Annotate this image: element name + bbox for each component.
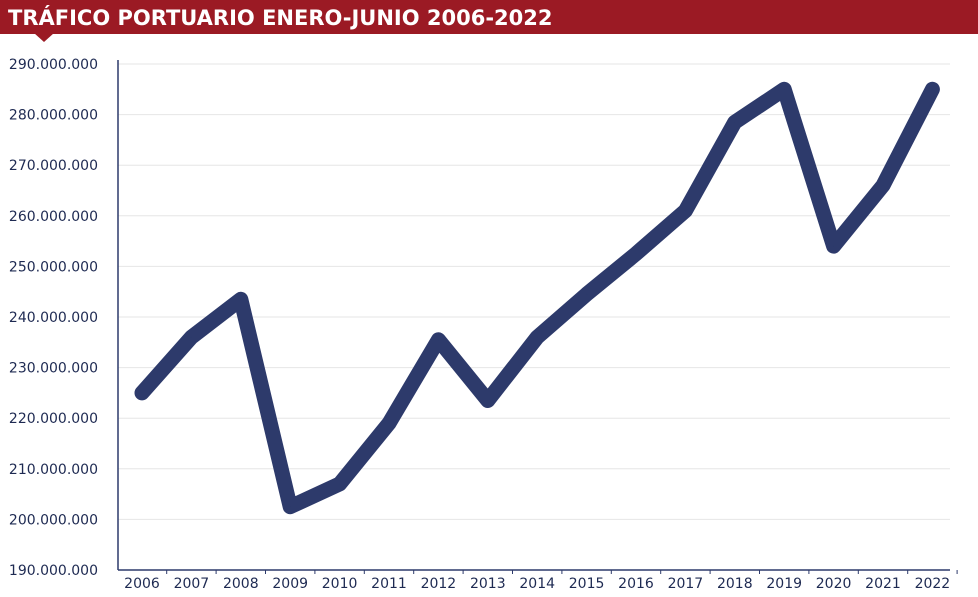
x-tick-label: 2012 [421, 576, 457, 592]
x-tick-label: 2015 [569, 576, 605, 592]
data-point [882, 184, 884, 186]
y-tick-label: 250.000.000 [9, 259, 98, 275]
y-tick-label: 220.000.000 [9, 411, 98, 427]
y-tick-label: 280.000.000 [9, 108, 98, 124]
data-point [388, 422, 390, 424]
series-group [134, 81, 940, 515]
data-point [734, 121, 736, 123]
x-tick-label: 2022 [915, 576, 951, 592]
series-line [134, 81, 940, 515]
x-tick-label: 2019 [766, 576, 802, 592]
chart-header: TRÁFICO PORTUARIO ENERO-JUNIO 2006-2022 [0, 0, 978, 42]
y-tick-label: 210.000.000 [9, 462, 98, 478]
header-bar [0, 0, 978, 34]
data-point [289, 506, 291, 508]
x-tick-label: 2013 [470, 576, 506, 592]
y-tick-label: 240.000.000 [9, 310, 98, 326]
x-tick-label: 2009 [272, 576, 308, 592]
chart-title: TRÁFICO PORTUARIO ENERO-JUNIO 2006-2022 [8, 6, 553, 30]
data-point [586, 293, 588, 295]
x-tick-label: 2007 [174, 576, 210, 592]
axes [117, 60, 950, 571]
x-tick-label: 2008 [223, 576, 259, 592]
grid-lines [118, 63, 950, 520]
data-point [141, 392, 143, 394]
data-point [437, 339, 439, 341]
x-tick-label: 2010 [322, 576, 358, 592]
data-point [536, 336, 538, 338]
data-point [339, 483, 341, 485]
data-point [240, 298, 242, 300]
data-point [684, 210, 686, 212]
data-point [783, 88, 785, 90]
y-tick-label: 230.000.000 [9, 361, 98, 377]
x-tick-label: 2018 [717, 576, 753, 592]
data-point [635, 253, 637, 255]
y-tick-label: 290.000.000 [9, 57, 98, 73]
y-tick-label: 200.000.000 [9, 512, 98, 528]
data-point [833, 245, 835, 247]
x-tick-label: 2017 [668, 576, 704, 592]
x-tick-label: 2014 [519, 576, 555, 592]
data-point [190, 336, 192, 338]
y-axis-ticks: 190.000.000 200.000.000 210.000.000 220.000… [9, 57, 98, 579]
x-tick-label: 2016 [618, 576, 654, 592]
x-tick-label: 2021 [865, 576, 901, 592]
x-tick-label: 2020 [816, 576, 852, 592]
x-tick-label: 2006 [124, 576, 160, 592]
y-tick-label: 270.000.000 [9, 158, 98, 174]
y-tick-label: 260.000.000 [9, 209, 98, 225]
header-notch [34, 33, 54, 42]
x-axis-ticks: 2006 2007 2008 2009 2010 2011 2012 2013 2014 2015… [124, 570, 958, 592]
y-tick-label: 190.000.000 [9, 563, 98, 579]
data-point [931, 88, 933, 90]
data-point [487, 399, 489, 401]
x-tick-label: 2011 [371, 576, 407, 592]
